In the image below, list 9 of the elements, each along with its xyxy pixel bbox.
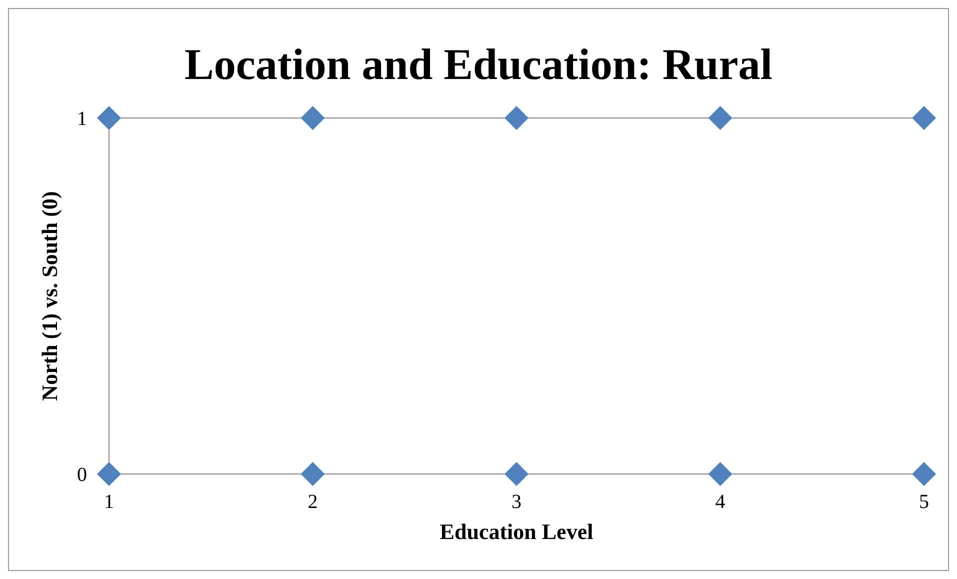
x-tick-label: 2 bbox=[308, 491, 318, 514]
x-axis-title: Education Level bbox=[440, 519, 594, 544]
x-tick-label: 4 bbox=[715, 491, 726, 514]
y-tick-label: 0 bbox=[77, 464, 87, 486]
x-tick-label: 1 bbox=[104, 491, 114, 514]
x-tick-label: 3 bbox=[512, 491, 522, 514]
x-tick-label: 5 bbox=[919, 491, 929, 514]
chart-title: Location and Education: Rural bbox=[184, 39, 774, 90]
y-axis-title: North (1) vs. South (0) bbox=[36, 191, 62, 401]
